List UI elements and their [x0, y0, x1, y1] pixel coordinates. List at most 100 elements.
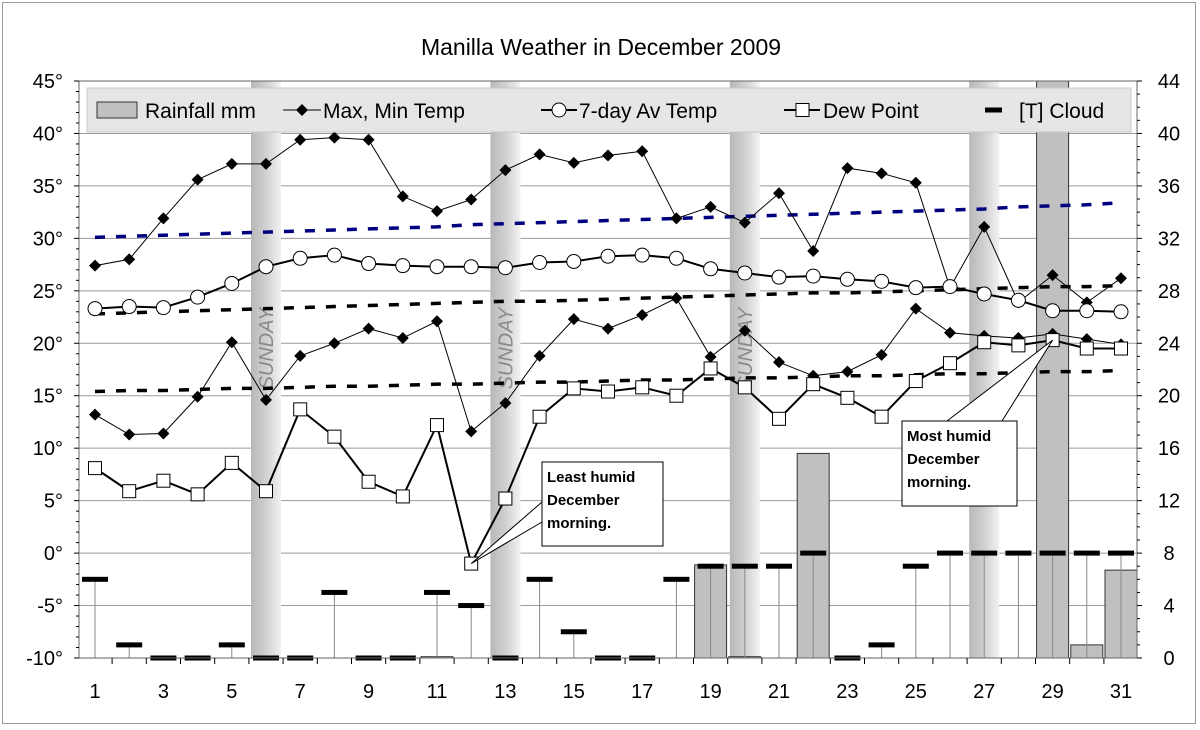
avg-temp-point [429, 259, 445, 275]
x-axis-label: 21 [768, 681, 790, 703]
left-axis-label: 35° [33, 176, 63, 198]
right-axis-label: 8 [1163, 543, 1174, 565]
legend-label: [T] Cloud [1019, 100, 1104, 123]
temp-point-diamond [431, 205, 443, 218]
legend-label: Rainfall mm [145, 100, 256, 123]
temp-point-diamond [225, 336, 238, 349]
temp-point-diamond [978, 220, 991, 233]
legend-cloud-dash-icon [985, 107, 1002, 113]
temp-point-diamond [773, 356, 785, 369]
normal-temp-dashed-line [94, 283, 1122, 316]
temp-point-diamond [909, 176, 922, 189]
dew-point-marker [190, 487, 205, 502]
cloud-dash [971, 550, 998, 556]
x-axis-label: 25 [905, 681, 927, 703]
dew-point-marker [806, 377, 821, 392]
normal-temp-dashed-line [94, 200, 1122, 240]
cloud-dash [800, 550, 827, 556]
temp-point-diamond [841, 162, 854, 175]
dew-point-marker [395, 489, 410, 504]
temp-point-diamond [807, 244, 820, 257]
right-axis-label: 32 [1158, 228, 1180, 250]
avg-temp-point [463, 259, 479, 275]
left-axis-label: 40° [33, 123, 63, 145]
annotation-box [541, 461, 664, 547]
left-axis-label: -5° [37, 596, 63, 618]
avg-temp-point [737, 265, 753, 281]
avg-temp-point [497, 260, 513, 276]
weather-chart: Manilla Weather in December 2009 SUNDAY S… [26, 34, 1180, 703]
left-axis-label: 10° [33, 438, 63, 460]
temp-point-diamond [225, 157, 238, 170]
temp-point-diamond [567, 156, 580, 169]
cloud-dash [937, 550, 963, 556]
cloud-dash [218, 642, 245, 648]
chart-title: Manilla Weather in December 2009 [421, 34, 781, 60]
x-axis-label: 1 [89, 681, 100, 703]
x-axis-label: 7 [295, 681, 306, 703]
x-axis-label: 29 [1041, 681, 1063, 703]
sunday-band [251, 81, 281, 658]
x-axis-label: 5 [226, 681, 237, 703]
dew-point-marker [669, 388, 684, 403]
annotation-text: Least humid [547, 469, 635, 486]
cloud-dash [82, 576, 108, 582]
dew-point-marker [1114, 341, 1128, 356]
dew-point-marker [943, 356, 957, 371]
legend-rainfall-swatch [96, 101, 138, 119]
right-axis-label: 24 [1158, 333, 1180, 355]
temp-point-diamond [704, 350, 717, 363]
right-axis-label: 20 [1158, 386, 1180, 408]
dew-point-marker [327, 429, 342, 444]
temp-point-diamond [944, 326, 956, 339]
annotation-text: morning. [547, 515, 611, 532]
avg-temp-point [532, 254, 548, 270]
dew-point-marker [840, 390, 855, 405]
right-axis-label: 16 [1158, 438, 1180, 460]
dew-point-marker [908, 374, 923, 389]
avg-temp-point [258, 259, 274, 275]
temp-point-diamond [499, 397, 512, 410]
legend-label: 7-day Av Temp [579, 100, 717, 123]
dew-point-marker [122, 484, 137, 499]
cloud-dash [424, 589, 450, 595]
left-axis-label: 0° [44, 543, 63, 565]
temp-point-diamond [636, 308, 649, 321]
cloud-dash [868, 642, 895, 648]
sunday-label: SUNDAY [495, 306, 517, 390]
temp-point-diamond [602, 322, 614, 335]
avg-temp-point [600, 248, 616, 264]
temp-point-diamond [362, 322, 375, 335]
temp-point-diamond [670, 292, 683, 305]
left-axis-label: 30° [33, 228, 63, 250]
dew-point-marker [601, 384, 615, 399]
avg-temp-point [703, 261, 719, 277]
temp-point-diamond [396, 190, 409, 203]
temp-point-diamond [89, 408, 101, 421]
temp-point-diamond [738, 324, 751, 337]
temp-point-diamond [738, 216, 751, 229]
avg-temp-point [942, 279, 958, 295]
right-axis-label: 36 [1158, 176, 1180, 198]
right-axis-label: 12 [1158, 491, 1180, 513]
dew-point-marker [361, 474, 376, 489]
temp-point-diamond [191, 390, 204, 403]
right-axis-label: 0 [1163, 648, 1174, 670]
cloud-dash [902, 563, 929, 569]
left-axis-label: 20° [33, 333, 63, 355]
dew-point-marker [430, 418, 444, 433]
dew-point-marker [772, 411, 786, 426]
annotation-text: December [907, 451, 980, 468]
right-axis-label: 28 [1158, 281, 1180, 303]
x-axis-label: 9 [363, 681, 374, 703]
avg-temp-point [771, 269, 787, 285]
sunday-band [490, 81, 521, 658]
x-axis-label: 19 [699, 681, 721, 703]
sunday-label: SUNDAY [256, 306, 278, 390]
legend-circle-icon [551, 102, 567, 118]
dew-point-marker [88, 461, 102, 476]
temp-point-diamond [260, 393, 272, 406]
dew-point-marker [566, 381, 581, 396]
avg-temp-point [874, 273, 890, 289]
left-axis-label: 15° [33, 386, 63, 408]
